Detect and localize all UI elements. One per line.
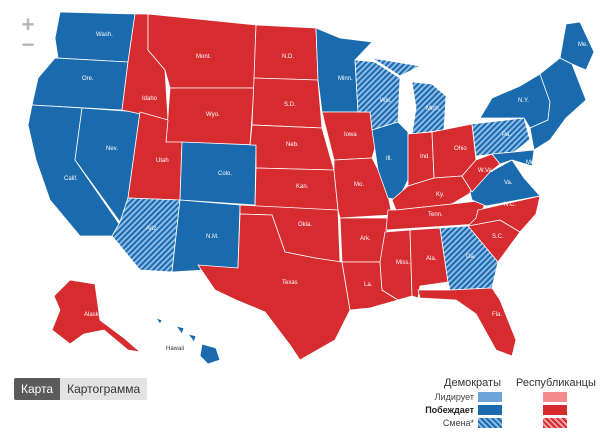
state-label-wv: W.Va. [478, 168, 494, 174]
state-tx[interactable] [197, 213, 351, 361]
state-label-ks: Kan. [296, 184, 309, 190]
legend-winning-label: Побеждает [425, 405, 474, 415]
swatch-dem-flip [478, 418, 502, 428]
state-pa[interactable] [471, 117, 531, 157]
state-label-ms: Miss. [396, 260, 410, 266]
state-label-oh: Ohio [454, 146, 467, 152]
state-label-co: Colo. [218, 171, 232, 177]
state-label-wi: Wis. [380, 98, 392, 104]
state-me[interactable] [559, 21, 595, 71]
state-label-sc: S.C. [492, 234, 504, 240]
state-fl[interactable] [417, 287, 517, 357]
state-or[interactable] [31, 57, 129, 111]
state-label-wy: Wyo. [206, 112, 220, 118]
state-va[interactable] [469, 159, 541, 207]
state-label-tn: Tenn. [428, 212, 443, 218]
swatch-rep-leading [543, 392, 567, 402]
state-label-mi: Mich. [426, 106, 441, 112]
state-label-ak: Alaska [84, 312, 103, 318]
state-label-az: Ariz. [146, 226, 158, 232]
state-label-wa: Wash. [96, 32, 113, 38]
state-label-ca: Calif. [64, 176, 78, 182]
state-label-ia: Iowa [344, 132, 357, 138]
state-label-id: Idaho [142, 96, 158, 102]
state-label-ar: Ark. [360, 236, 371, 242]
view-toggle: Карта Картограмма [14, 378, 148, 400]
legend-democrats-title: Демократы [444, 377, 501, 389]
state-label-ne: Neb. [286, 142, 299, 148]
state-label-nv: Nev. [106, 146, 118, 152]
state-mo[interactable] [333, 157, 393, 219]
state-label-va: Va. [504, 180, 513, 186]
state-hi[interactable] [155, 317, 221, 365]
state-label-mo: Mo. [354, 182, 364, 188]
inset-label-hawaii: Hawaii [166, 346, 184, 352]
zoom-out-button[interactable]: − [14, 34, 42, 56]
state-label-la: La. [364, 282, 373, 288]
state-label-sd: S.D. [284, 102, 296, 108]
swatch-rep-winning [543, 405, 567, 415]
state-label-in: Ind. [420, 154, 430, 160]
state-label-ok: Okla. [298, 222, 312, 228]
state-nc[interactable] [467, 195, 541, 233]
state-label-mt: Mont. [196, 54, 211, 60]
state-label-tx: Texas [282, 280, 298, 286]
state-label-fl: Fla. [492, 312, 502, 318]
legend-flip-label: Смена* [442, 418, 474, 428]
state-label-ny: N.Y. [518, 98, 529, 104]
state-wa[interactable] [54, 11, 136, 63]
state-label-me: Me. [578, 42, 588, 48]
state-ak[interactable] [51, 279, 141, 353]
state-label-ky: Ky. [436, 192, 445, 198]
tab-map[interactable]: Карта [14, 378, 61, 400]
state-label-md: Md. [526, 160, 536, 166]
state-label-pa: Pa. [502, 132, 511, 138]
swatch-dem-leading [478, 392, 502, 402]
zoom-in-button[interactable]: + [14, 14, 42, 36]
swatch-rep-flip [543, 418, 567, 428]
state-label-mn: Minn. [338, 76, 353, 82]
state-label-al: Ala. [426, 256, 437, 262]
state-label-nc: N.C. [504, 202, 516, 208]
state-nd[interactable] [253, 24, 319, 81]
tab-cartogram[interactable]: Картограмма [60, 378, 148, 400]
legend-leading-label: Лидирует [434, 392, 474, 402]
state-label-nm: N.M. [206, 234, 219, 240]
state-label-ga: Ga. [466, 254, 476, 260]
state-label-or: Ore. [82, 76, 94, 82]
state-label-ut: Utah [156, 158, 169, 164]
state-label-nd: N.D. [282, 54, 294, 60]
state-md[interactable] [491, 149, 535, 167]
state-label-il: Ill. [386, 156, 392, 162]
swatch-dem-winning [478, 405, 502, 415]
legend-republicans-title: Республиканцы [516, 377, 596, 389]
